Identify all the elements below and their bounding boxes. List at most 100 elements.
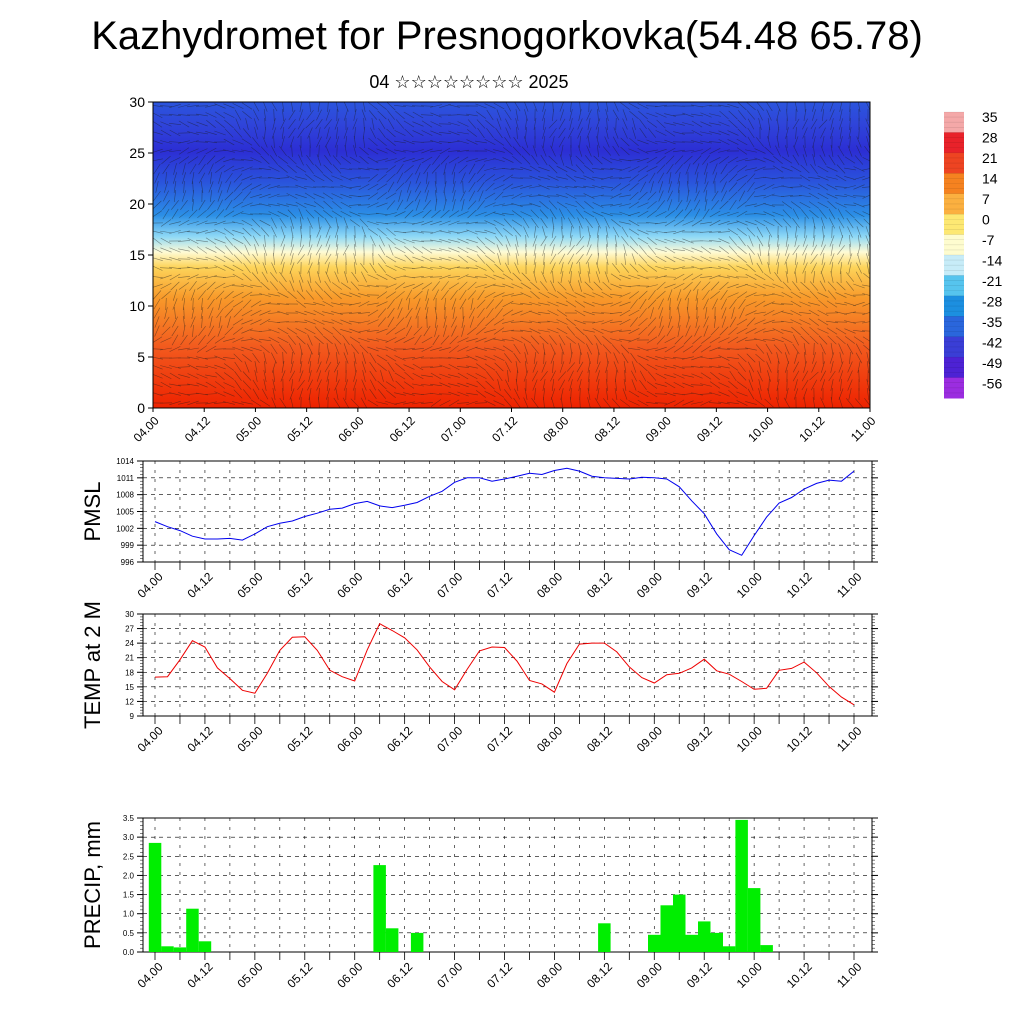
wind-barb <box>376 212 388 216</box>
wind-barb <box>692 335 702 345</box>
wind-barb <box>674 209 684 219</box>
wind-barb <box>587 226 591 238</box>
wind-barb <box>403 364 415 370</box>
wind-barb <box>496 109 502 121</box>
wind-barb <box>602 281 612 291</box>
wind-barb <box>677 172 681 184</box>
wind-barb <box>192 180 194 194</box>
wind-barb <box>196 113 208 117</box>
wind-barb <box>709 274 721 280</box>
wind-barb <box>164 307 168 319</box>
wind-barb <box>206 335 216 345</box>
wind-barb <box>290 235 294 247</box>
wind-barb <box>721 316 727 328</box>
wind-barb <box>746 353 756 363</box>
wind-barb <box>191 172 195 184</box>
wind-barb <box>756 262 764 274</box>
wind-barb <box>161 155 171 165</box>
wind-barb <box>718 220 730 226</box>
wind-barb <box>272 388 276 400</box>
wind-barb <box>178 276 190 278</box>
wind-barb <box>394 140 406 144</box>
wind-barb <box>619 203 631 207</box>
wind-barb <box>214 238 226 244</box>
wind-barb <box>624 369 626 383</box>
wind-barb <box>647 299 657 309</box>
wind-barb <box>313 193 325 199</box>
wind-barb <box>630 299 638 309</box>
wind-barb <box>583 310 595 316</box>
wind-barb <box>709 122 721 126</box>
x-tick-label: 10.12 <box>796 413 827 444</box>
wind-barb <box>631 127 637 139</box>
wind-barb <box>646 401 658 405</box>
x-tick-label: 09.00 <box>634 569 665 600</box>
wind-barb <box>484 167 496 171</box>
wind-barb <box>862 284 870 287</box>
x-tick-label: 07.00 <box>434 569 465 600</box>
wind-barb <box>792 244 800 256</box>
wind-barb <box>646 390 658 398</box>
x-tick-label: 07.12 <box>484 569 515 600</box>
wind-barb <box>838 343 844 355</box>
wind-barb <box>719 156 729 164</box>
wind-barb <box>709 346 721 352</box>
wind-barb <box>515 235 519 247</box>
wind-barb <box>703 298 709 310</box>
wind-barb <box>242 354 252 362</box>
wind-barb <box>556 309 568 317</box>
wind-barb <box>639 127 647 139</box>
wind-barb <box>196 220 208 226</box>
wind-barb <box>747 245 755 255</box>
wind-barb <box>307 244 313 256</box>
wind-barb <box>447 357 461 359</box>
wind-barb <box>628 274 640 280</box>
wind-barb <box>154 325 160 337</box>
wind-barb <box>800 335 810 345</box>
wind-barb <box>278 281 288 291</box>
wind-barb <box>551 397 555 408</box>
wind-barb <box>241 183 253 191</box>
wind-barb <box>827 200 837 210</box>
wind-barb <box>197 209 207 219</box>
wind-barb <box>466 400 478 406</box>
wind-barb <box>727 255 739 263</box>
wind-barb <box>191 199 195 211</box>
wind-barb <box>308 271 312 283</box>
wind-barb <box>579 261 581 275</box>
wind-barb <box>505 118 511 130</box>
wind-barb <box>331 311 343 315</box>
wind-barb <box>839 352 843 364</box>
wind-barb <box>335 370 339 382</box>
wind-barb <box>343 217 349 229</box>
wind-barb <box>430 392 442 396</box>
wind-barb <box>837 208 845 220</box>
wind-barb <box>407 298 411 310</box>
colorbar-label: 14 <box>982 171 998 187</box>
wind-barb <box>204 393 218 395</box>
wind-barb <box>664 365 676 369</box>
wind-barb <box>800 281 810 291</box>
wind-barb <box>613 361 619 373</box>
wind-barb <box>597 145 599 157</box>
wind-barb <box>430 372 442 380</box>
wind-barb <box>586 127 592 139</box>
wind-barb <box>486 109 494 121</box>
wind-barb <box>817 183 829 191</box>
wind-barb <box>313 302 325 306</box>
wind-barb <box>809 326 819 336</box>
wind-barb <box>353 253 357 265</box>
wind-barb <box>378 118 386 130</box>
wind-barb <box>241 212 253 216</box>
wind-barb <box>395 119 405 129</box>
wind-barb <box>844 328 856 334</box>
wind-barb <box>673 219 685 227</box>
wind-barb <box>519 321 533 323</box>
wind-barb <box>430 248 442 252</box>
wind-barb <box>588 369 590 383</box>
wind-barb <box>737 119 747 129</box>
wind-barb <box>350 281 360 291</box>
wind-barb <box>808 201 820 209</box>
wind-barb <box>217 181 223 193</box>
wind-barb <box>704 199 708 211</box>
